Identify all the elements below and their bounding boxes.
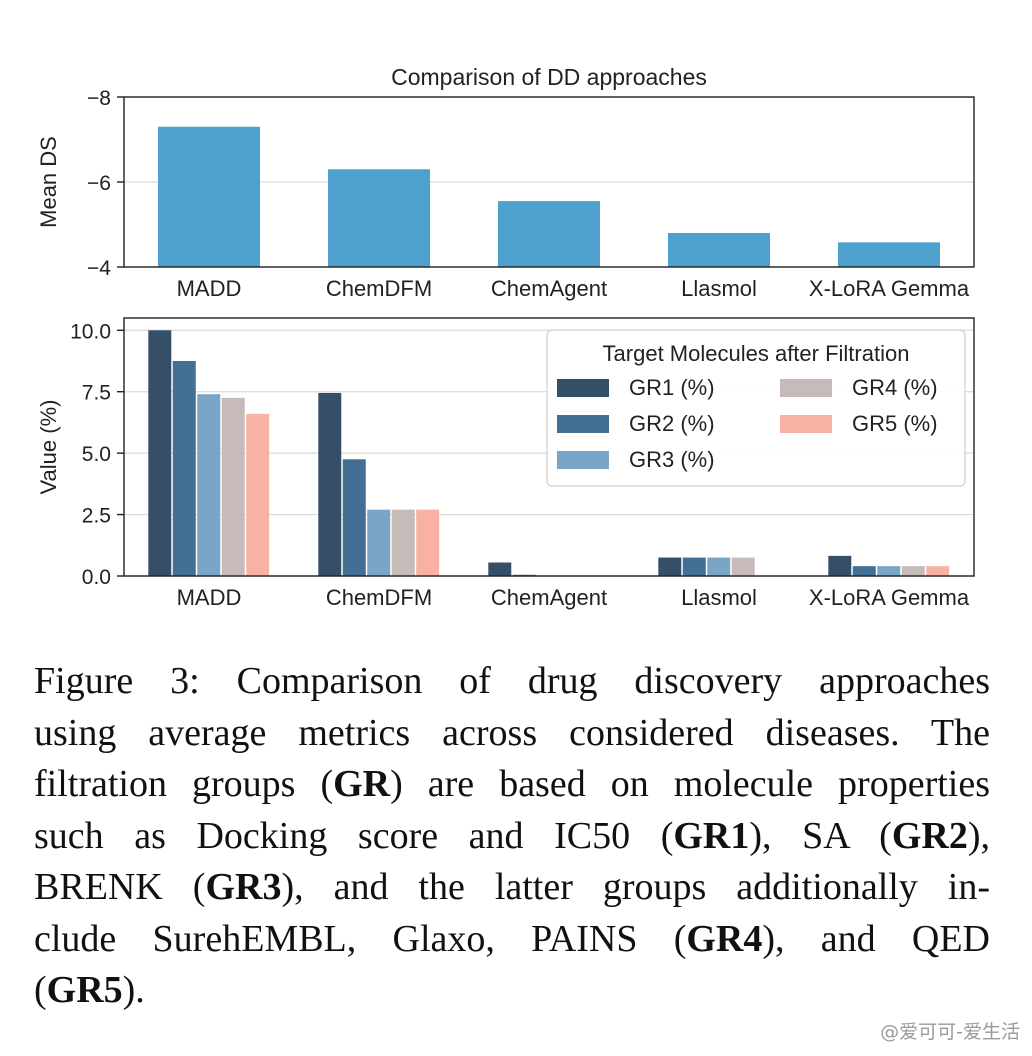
caption-text: (: [34, 969, 47, 1011]
chart1-xtick-label: ChemAgent: [491, 276, 607, 301]
chart2-bar: [416, 509, 440, 576]
chart2-bar: [682, 557, 706, 576]
chart2-bar: [318, 392, 342, 576]
chart2-bar: [707, 557, 731, 576]
chart1-xtick-label: ChemDFM: [326, 276, 432, 301]
caption-bold-term: GR: [333, 763, 391, 805]
caption-bold-term: GR4: [686, 917, 763, 960]
chart2-bar: [901, 566, 925, 576]
chart1-ylabel: Mean DS: [36, 136, 61, 228]
caption-line: filtration groups (GR) are based on mole…: [34, 759, 990, 811]
legend-swatch: [780, 379, 832, 397]
caption-text: ), and the latter groups additionally in…: [281, 866, 990, 908]
legend-label: GR3 (%): [629, 447, 715, 472]
caption-text: ) are based on molecule properties: [390, 763, 990, 805]
chart1-ytick-label: −4: [87, 257, 111, 280]
caption-text: using average metrics across considered …: [34, 711, 990, 754]
caption-bold-term: GR3: [205, 866, 282, 908]
caption-line: BRENK (GR3), and the latter groups addit…: [34, 862, 990, 914]
legend-label: GR5 (%): [852, 411, 938, 436]
chart1-xtick-label: X-LoRA Gemma: [809, 276, 970, 301]
caption-line: such as Docking score and IC50 (GR1), SA…: [34, 811, 990, 863]
caption-text: ).: [122, 969, 145, 1011]
caption-bold-term: GR2: [891, 814, 968, 857]
chart2-bar: [828, 555, 852, 576]
chart2-bar: [488, 562, 512, 576]
chart1-ytick-label: −8: [87, 87, 111, 110]
chart1-ytick-label: −6: [87, 172, 111, 195]
chart2-bar: [342, 459, 366, 576]
legend-swatch: [557, 379, 609, 397]
caption-bold-term: GR5: [46, 969, 123, 1011]
chart2-bar: [926, 566, 950, 576]
caption-line: clude SurehEMBL, Glaxo, PAINS (GR4), and…: [34, 914, 990, 966]
chart2-xtick-label: X-LoRA Gemma: [809, 585, 970, 610]
chart2-bar: [367, 509, 391, 576]
caption-text: Figure 3: Comparison of drug discovery a…: [34, 660, 990, 702]
chart2-ytick-label: 10.0: [70, 320, 111, 343]
legend-label: GR1 (%): [629, 375, 715, 400]
legend-box: [546, 329, 966, 487]
chart2-xtick-label: ChemDFM: [326, 585, 432, 610]
chart1-title: Comparison of DD approaches: [391, 64, 707, 90]
legend-label: GR2 (%): [629, 411, 715, 436]
chart2-ytick-label: 7.5: [82, 382, 111, 405]
chart2-frame: [123, 317, 975, 577]
chart2-bar: [246, 413, 270, 576]
chart2-xtick-label: Llasmol: [681, 585, 757, 610]
chart2-ytick-label: 5.0: [82, 443, 111, 466]
chart2-bar: [391, 509, 415, 576]
caption-text: ), and QED: [762, 917, 991, 960]
caption-text: filtration groups (: [34, 763, 334, 805]
legend-swatch: [780, 415, 832, 433]
caption-line: Figure 3: Comparison of drug discovery a…: [34, 656, 990, 708]
chart1-bar: [158, 126, 260, 267]
chart2-bar: [731, 557, 755, 576]
chart1-frame: [123, 96, 975, 268]
chart2-legend: Target Molecules after Filtration GR1 (%)…: [546, 329, 966, 487]
chart2-bar: [877, 566, 901, 576]
legend-title: Target Molecules after Filtration: [603, 341, 910, 366]
legend-label: GR4 (%): [852, 375, 938, 400]
chart1-bar: [328, 169, 430, 267]
caption-text: BRENK (: [34, 866, 206, 908]
figure-caption: Figure 3: Comparison of drug discovery a…: [34, 656, 990, 1017]
caption-text: ),: [967, 814, 990, 857]
chart2-ytick-label: 0.0: [82, 566, 111, 589]
chart2-group: 0.0 2.5 5.0 7.5 10.0 MADD ChemDFM ChemAgent Llas…: [36, 317, 975, 610]
watermark: @爱可可-爱生活: [880, 1021, 1020, 1043]
chart2-bar: [852, 566, 876, 576]
figure: −8 −6 −4 MADD ChemDFM ChemAgent Llasmol X-LoRA …: [36, 64, 975, 610]
caption-text: ), SA (: [749, 814, 892, 857]
caption-bold-term: GR1: [673, 814, 750, 857]
caption-line: using average metrics across considered …: [34, 708, 990, 760]
chart1-bar: [838, 242, 940, 267]
chart2-bar: [197, 394, 221, 576]
chart1-group: −8 −6 −4 MADD ChemDFM ChemAgent Llasmol X-LoRA …: [36, 64, 975, 301]
legend-swatch: [557, 451, 609, 469]
legend-swatch: [557, 415, 609, 433]
chart2-xtick-label: MADD: [177, 585, 242, 610]
chart2-bar: [658, 557, 682, 576]
chart2-ytick-label: 2.5: [82, 505, 111, 528]
chart1-bar: [498, 201, 600, 267]
chart1-bar: [668, 233, 770, 267]
chart2-bar: [148, 330, 172, 576]
chart2-bar: [221, 397, 245, 576]
caption-text: clude SurehEMBL, Glaxo, PAINS (: [34, 917, 687, 960]
caption-text: such as Docking score and IC50 (: [34, 814, 674, 857]
chart1-xtick-label: Llasmol: [681, 276, 757, 301]
chart2-bar: [172, 361, 196, 576]
chart2-xtick-label: ChemAgent: [491, 585, 607, 610]
caption-line: (GR5).: [34, 965, 990, 1017]
chart2-ylabel: Value (%): [36, 400, 61, 495]
chart1-xtick-label: MADD: [177, 276, 242, 301]
